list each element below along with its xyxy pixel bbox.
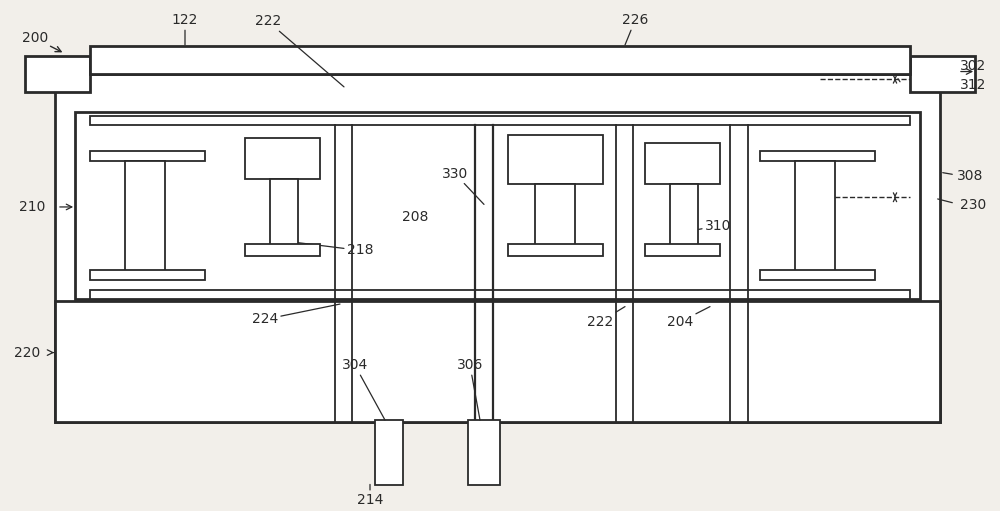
Text: 308: 308 — [957, 169, 983, 183]
Bar — [55, 74, 940, 422]
Bar — [910, 56, 975, 92]
Text: 220: 220 — [14, 345, 40, 360]
Bar — [645, 143, 720, 184]
Text: 304: 304 — [342, 358, 385, 420]
Text: 212: 212 — [127, 228, 153, 242]
Text: 222: 222 — [255, 14, 344, 87]
Bar — [245, 138, 320, 179]
Bar — [55, 301, 940, 422]
Bar — [90, 290, 910, 299]
Bar — [90, 270, 205, 280]
Bar — [508, 244, 603, 256]
Text: 310: 310 — [673, 219, 731, 234]
Text: 226: 226 — [622, 13, 648, 45]
Bar — [795, 161, 835, 271]
Bar — [468, 420, 500, 485]
Text: 210: 210 — [19, 200, 45, 214]
Text: 230: 230 — [960, 198, 986, 213]
Bar — [670, 184, 698, 245]
Text: 214: 214 — [357, 484, 383, 507]
Text: 122: 122 — [172, 13, 198, 45]
Bar — [760, 270, 875, 280]
Bar — [25, 56, 90, 92]
Bar — [90, 151, 205, 161]
Text: 302: 302 — [960, 59, 986, 74]
Bar — [75, 112, 920, 299]
Text: 312: 312 — [960, 78, 986, 92]
Text: 218: 218 — [278, 240, 373, 258]
Text: 222: 222 — [587, 307, 625, 329]
Bar — [90, 116, 910, 125]
Bar — [760, 151, 875, 161]
Text: 208: 208 — [402, 210, 428, 224]
Bar — [90, 46, 910, 74]
Bar — [508, 135, 603, 184]
Text: 200: 200 — [22, 31, 48, 45]
Bar — [535, 184, 575, 245]
Text: 330: 330 — [442, 167, 484, 204]
Bar — [270, 179, 298, 245]
Text: 204: 204 — [667, 307, 710, 329]
Text: 306: 306 — [457, 358, 483, 420]
Bar — [245, 244, 320, 256]
Text: 224: 224 — [252, 304, 340, 327]
Bar — [645, 244, 720, 256]
Bar — [375, 420, 403, 485]
Bar — [125, 161, 165, 271]
